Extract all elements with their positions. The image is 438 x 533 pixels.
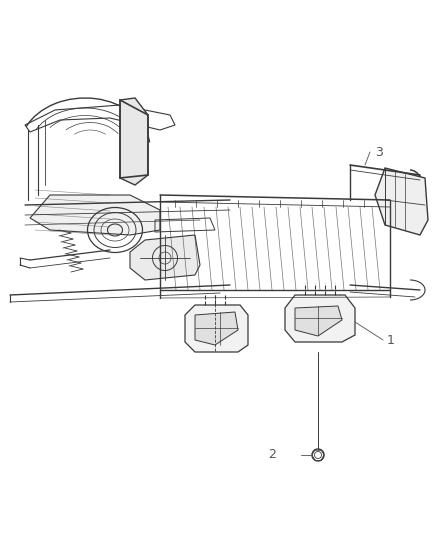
Polygon shape: [375, 168, 428, 235]
Polygon shape: [185, 305, 248, 352]
Text: 3: 3: [375, 146, 383, 158]
Text: 2: 2: [268, 448, 276, 462]
Polygon shape: [285, 295, 355, 342]
Text: 1: 1: [387, 334, 395, 346]
Polygon shape: [195, 312, 238, 345]
Polygon shape: [130, 235, 200, 280]
Polygon shape: [30, 195, 160, 235]
Polygon shape: [120, 98, 148, 185]
Polygon shape: [295, 306, 342, 336]
